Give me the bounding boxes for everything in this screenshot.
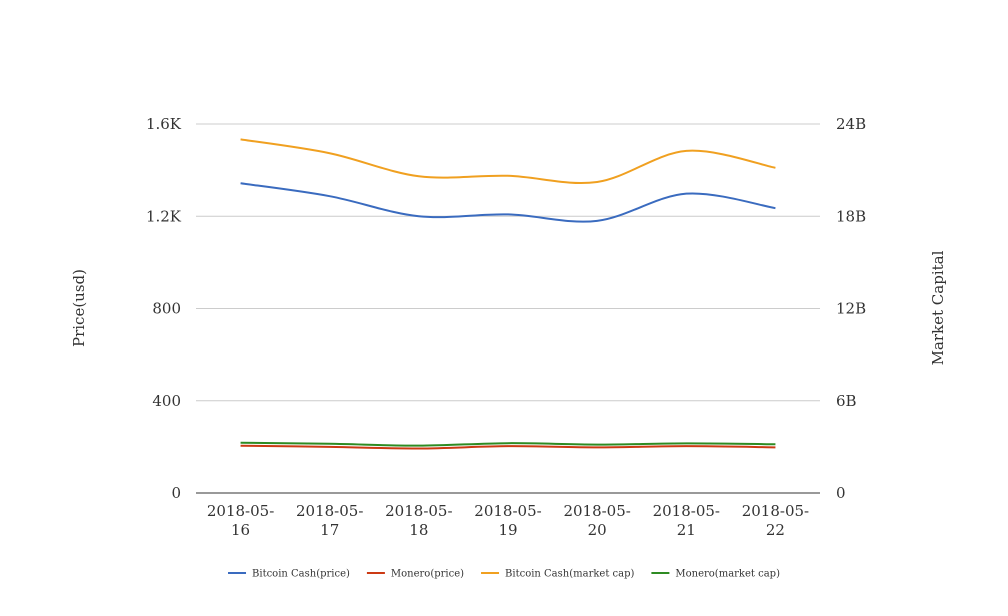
x-tick-label-line: 18 <box>409 521 428 539</box>
y-right-tick-label: 12B <box>836 300 866 318</box>
x-tick-label-line: 2018-05- <box>207 502 274 520</box>
x-tick-label-line: 22 <box>766 521 785 539</box>
y-right-tick-label: 6B <box>836 392 857 410</box>
x-tick-label-line: 20 <box>588 521 607 539</box>
legend-item[interactable]: Monero(market cap) <box>651 569 780 580</box>
x-tick-label-line: 17 <box>320 521 339 539</box>
y-left-tick-label: 0 <box>171 484 181 502</box>
series-line-monero-price <box>240 444 776 450</box>
x-tick-label-line: 2018-05- <box>742 502 809 520</box>
y-right-axis-title: Market Capital <box>929 250 947 365</box>
x-tick-label-line: 16 <box>231 521 250 539</box>
x-tick-label: 2018-05-21 <box>653 502 720 539</box>
legend-label: Monero(market cap) <box>675 569 780 580</box>
x-tick-label: 2018-05-20 <box>563 502 630 539</box>
x-tick-label: 2018-05-22 <box>742 502 809 539</box>
legend[interactable]: Bitcoin Cash(price) Monero(price) Bitcoin … <box>228 569 780 580</box>
legend-label: Bitcoin Cash(market cap) <box>505 569 634 580</box>
x-tick-label: 2018-05-18 <box>385 502 452 539</box>
x-tick-label-line: 2018-05- <box>653 502 720 520</box>
x-tick-label-line: 21 <box>677 521 696 539</box>
legend-item[interactable]: Bitcoin Cash(market cap) <box>481 569 634 580</box>
series-line-bitcoin-cash-price <box>240 182 776 223</box>
y-left-tick-label: 800 <box>152 300 181 318</box>
legend-label: Monero(price) <box>391 569 464 580</box>
series-line-monero-market-cap <box>240 441 776 447</box>
y-right-tick-label: 18B <box>836 207 866 225</box>
y-left-tick-label: 1.2K <box>146 207 182 225</box>
x-tick-label-line: 2018-05- <box>296 502 363 520</box>
y-left-tick-label: 1.6K <box>146 115 182 133</box>
x-tick-label: 2018-05-17 <box>296 502 363 539</box>
x-tick-label-line: 2018-05- <box>563 502 630 520</box>
gridlines <box>196 123 820 402</box>
legend-item[interactable]: Monero(price) <box>366 569 464 580</box>
x-tick-label-line: 2018-05- <box>385 502 452 520</box>
x-tick-label-line: 19 <box>498 521 517 539</box>
series-lines <box>240 138 776 450</box>
x-tick-label: 2018-05-16 <box>207 502 274 539</box>
y-left-tick-label: 400 <box>152 392 181 410</box>
y-right-tick-label: 24B <box>836 115 866 133</box>
legend-label: Bitcoin Cash(price) <box>252 569 350 580</box>
x-tick-label-line: 2018-05- <box>474 502 541 520</box>
series-line-bitcoin-cash-market-cap <box>240 138 776 185</box>
legend-item[interactable]: Bitcoin Cash(price) <box>228 569 350 580</box>
y-left-axis-title: Price(usd) <box>70 269 88 347</box>
x-tick-label: 2018-05-19 <box>474 502 541 539</box>
y-right-tick-label: 0 <box>836 484 846 502</box>
